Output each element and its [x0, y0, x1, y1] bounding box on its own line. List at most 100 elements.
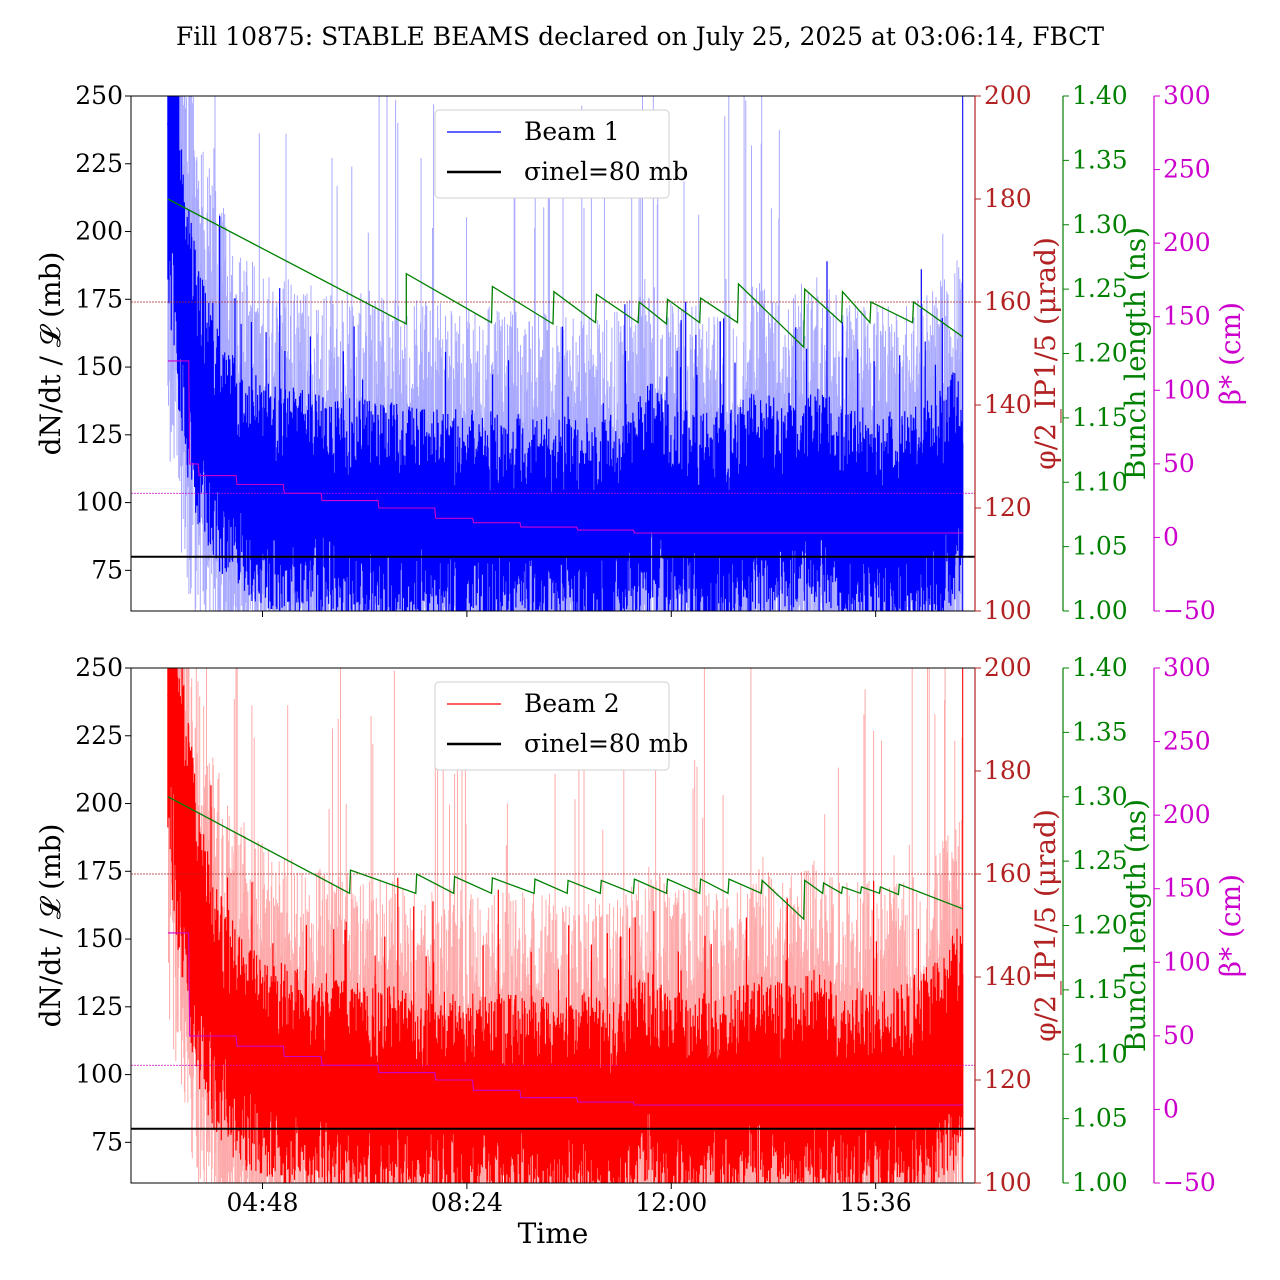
- bunch-tick-label: 1.40: [1072, 81, 1128, 110]
- beta-tick-label: 300: [1163, 81, 1211, 110]
- bunch-tick-label: 1.05: [1072, 532, 1128, 561]
- left-tick-label: 225: [75, 721, 123, 750]
- phi-tick-label: 180: [984, 756, 1032, 785]
- left-tick-label: 200: [75, 789, 123, 818]
- beta-axis-label: β* (cm): [1214, 874, 1247, 977]
- plot-area: [131, 96, 975, 611]
- phi-axis-label-text: φ/2_IP1/5 (μrad): [1029, 809, 1062, 1042]
- left-tick-label: 125: [75, 420, 123, 449]
- x-tick-label: 04:48: [226, 1188, 298, 1217]
- beta-tick-label: 50: [1163, 449, 1195, 478]
- left-tick-label: 100: [75, 488, 123, 517]
- phi-tick-label: 140: [984, 962, 1032, 991]
- beta-tick-label: 200: [1163, 800, 1211, 829]
- left-tick-label: 100: [75, 1060, 123, 1089]
- beta-tick-label: 0: [1163, 1094, 1179, 1123]
- bunch-tick-label: 1.00: [1072, 1168, 1128, 1197]
- series-noise-bottom: [167, 668, 964, 1183]
- bunch-axis-label-text: Bunch length (ns): [1119, 227, 1152, 480]
- left-axis-label: dN/dt / 𝓛 (mb): [34, 824, 67, 1028]
- bunch-tick-label: 1.35: [1072, 145, 1128, 174]
- phi-axis-label-text: φ/2_IP1/5 (μrad): [1029, 237, 1062, 470]
- phi-tick-label: 100: [984, 596, 1032, 625]
- x-tick-label: 15:36: [840, 1188, 912, 1217]
- chart-title: Fill 10875: STABLE BEAMS declared on Jul…: [176, 22, 1105, 51]
- phi-tick-label: 200: [984, 81, 1032, 110]
- left-tick-label: 125: [75, 992, 123, 1021]
- phi-tick-label: 120: [984, 493, 1032, 522]
- series-bunch_length-top: [167, 198, 964, 349]
- phi-tick-label: 100: [984, 1168, 1032, 1197]
- panel-bottom: 75 100 125 150 175 200 225 250 dN/dt / 𝓛 (mb) 100…: [34, 653, 1247, 1217]
- beta-tick-label: 150: [1163, 874, 1211, 903]
- left-tick-label: 75: [91, 555, 123, 584]
- bunch-axis-label-text: Bunch length (ns): [1119, 799, 1152, 1052]
- beta-tick-label: 0: [1163, 522, 1179, 551]
- bunch-tick-label: 1.15: [1072, 403, 1128, 432]
- x-tick-label: 12:00: [635, 1188, 707, 1217]
- beta-axis-label-text: β* (cm): [1214, 874, 1247, 977]
- bunch-tick-label: 1.10: [1072, 1039, 1128, 1068]
- x-tick-label: 08:24: [431, 1188, 503, 1217]
- beta-tick-label: 100: [1163, 947, 1211, 976]
- left-tick-label: 150: [75, 924, 123, 953]
- beta-tick-label: 150: [1163, 302, 1211, 331]
- series-noise-top: [167, 96, 964, 611]
- bunch-tick-label: 1.15: [1072, 975, 1128, 1004]
- beta-axis-label-text: β* (cm): [1214, 302, 1247, 405]
- bunch-tick-label: 1.25: [1072, 274, 1128, 303]
- beta-tick-label: −50: [1163, 1168, 1216, 1197]
- phi-tick-label: 200: [984, 653, 1032, 682]
- legend-series-label: Beam 1: [524, 117, 620, 146]
- bunch-tick-label: 1.30: [1072, 210, 1128, 239]
- bunch-tick-label: 1.20: [1072, 911, 1128, 940]
- legend-sigma-label: σinel=80 mb: [524, 729, 688, 758]
- bunch-tick-label: 1.20: [1072, 339, 1128, 368]
- phi-axis-label: φ/2_IP1/5 (μrad): [1029, 237, 1062, 470]
- series-beta_star-top: [167, 360, 963, 534]
- series-beta_star-bottom: [167, 932, 963, 1106]
- beta-tick-label: 250: [1163, 155, 1211, 184]
- beta-axis-label: β* (cm): [1214, 302, 1247, 405]
- series-bunch_length-bottom: [167, 796, 963, 921]
- beta-tick-label: 250: [1163, 727, 1211, 756]
- legend-series-label: Beam 2: [524, 689, 620, 718]
- bunch-tick-label: 1.00: [1072, 596, 1128, 625]
- left-axis-label-text: dN/dt / 𝓛 (mb): [34, 824, 67, 1028]
- panels-group: 75 100 125 150 175 200 225 250 dN/dt / 𝓛 (mb) 100…: [34, 81, 1247, 1217]
- left-tick-label: 75: [91, 1127, 123, 1156]
- phi-tick-label: 120: [984, 1065, 1032, 1094]
- left-tick-label: 250: [75, 653, 123, 682]
- panel-top: 75 100 125 150 175 200 225 250 dN/dt / 𝓛 (mb) 100…: [34, 81, 1247, 625]
- plot-area: [131, 668, 975, 1183]
- beta-tick-label: 300: [1163, 653, 1211, 682]
- phi-tick-label: 160: [984, 859, 1032, 888]
- bunch-tick-label: 1.35: [1072, 717, 1128, 746]
- legend-sigma-label: σinel=80 mb: [524, 157, 688, 186]
- series-trend-bottom: [167, 694, 964, 1100]
- bunch-tick-label: 1.10: [1072, 467, 1128, 496]
- beta-tick-label: 50: [1163, 1021, 1195, 1050]
- phi-axis-label: φ/2_IP1/5 (μrad): [1029, 809, 1062, 1042]
- phi-tick-label: 140: [984, 390, 1032, 419]
- phi-tick-label: 160: [984, 287, 1032, 316]
- left-tick-label: 150: [75, 352, 123, 381]
- bunch-axis-label: Bunch length (ns): [1119, 227, 1152, 480]
- left-tick-label: 175: [75, 856, 123, 885]
- x-axis-label: Time: [518, 1217, 589, 1250]
- left-tick-label: 200: [75, 217, 123, 246]
- bunch-tick-label: 1.30: [1072, 782, 1128, 811]
- bunch-tick-label: 1.05: [1072, 1104, 1128, 1133]
- bunch-tick-label: 1.25: [1072, 846, 1128, 875]
- left-axis-label-text: dN/dt / 𝓛 (mb): [34, 252, 67, 456]
- bunch-axis-label: Bunch length (ns): [1119, 799, 1152, 1052]
- beta-tick-label: 200: [1163, 228, 1211, 257]
- beta-tick-label: 100: [1163, 375, 1211, 404]
- left-axis-label: dN/dt / 𝓛 (mb): [34, 252, 67, 456]
- left-tick-label: 225: [75, 149, 123, 178]
- beta-tick-label: −50: [1163, 596, 1216, 625]
- bunch-tick-label: 1.40: [1072, 653, 1128, 682]
- series-trend-top: [167, 123, 964, 520]
- left-tick-label: 175: [75, 284, 123, 313]
